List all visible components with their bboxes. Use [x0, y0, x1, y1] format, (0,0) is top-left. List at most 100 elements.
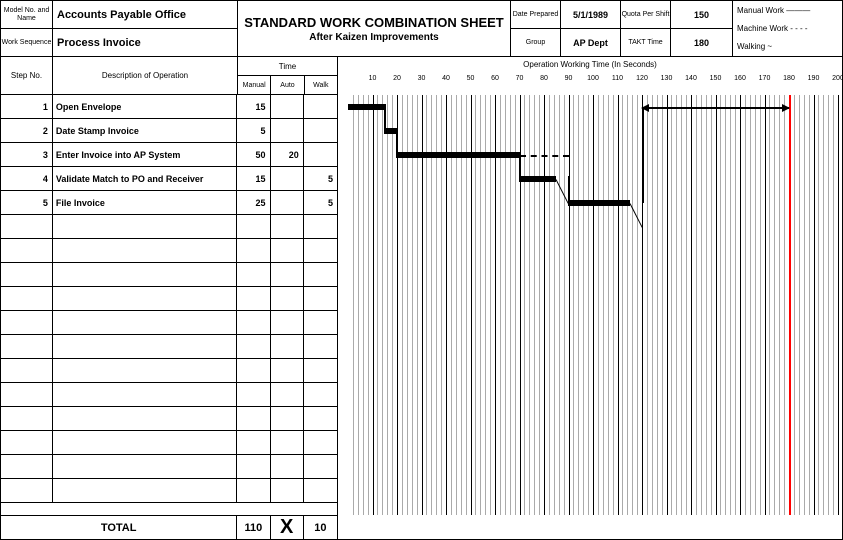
axis-tick: 180 — [783, 75, 795, 82]
quota-label: Quota Per Shift — [621, 1, 671, 28]
cell-walk: 5 — [304, 167, 337, 190]
table-row — [1, 287, 337, 311]
axis-tick: 20 — [393, 75, 401, 82]
sheet-title: STANDARD WORK COMBINATION SHEET — [244, 15, 504, 30]
cell-step: 1 — [1, 95, 53, 118]
axis-tick: 70 — [516, 75, 524, 82]
manual-bar — [348, 104, 385, 110]
cell-walk: 5 — [304, 191, 337, 214]
totals-row: TOTAL 110 X 10 — [1, 515, 337, 539]
header: Model No. and Name Accounts Payable Offi… — [1, 1, 842, 57]
total-walk: 10 — [304, 516, 337, 539]
cell-manual: 5 — [237, 119, 270, 142]
auto-bar — [520, 155, 569, 157]
axis-tick: 80 — [540, 75, 548, 82]
sheet-subtitle: After Kaizen Improvements — [309, 32, 438, 43]
cell-auto — [271, 95, 304, 118]
col-auto: Auto — [271, 76, 304, 94]
axis-tick: 40 — [442, 75, 450, 82]
cell-desc: Enter Invoice into AP System — [53, 143, 237, 166]
rows-container: 1Open Envelope152Date Stamp Invoice53Ent… — [1, 95, 337, 515]
date-label: Date Prepared — [511, 1, 561, 28]
col-time: Time Manual Auto Walk — [238, 57, 337, 94]
axis-tick: 60 — [491, 75, 499, 82]
axis-tick: 130 — [661, 75, 673, 82]
quota-value: 150 — [671, 1, 732, 28]
table-row: 1Open Envelope15 — [1, 95, 337, 119]
cell-desc: Date Stamp Invoice — [53, 119, 237, 142]
manual-bar — [520, 176, 557, 182]
work-seq-value: Process Invoice — [53, 29, 237, 56]
axis-tick: 120 — [636, 75, 648, 82]
model-label: Model No. and Name — [1, 1, 53, 28]
cell-desc: File Invoice — [53, 191, 237, 214]
total-auto: X — [271, 516, 304, 539]
cell-manual: 25 — [237, 191, 270, 214]
axis-tick: 160 — [734, 75, 746, 82]
manual-bar — [569, 200, 630, 206]
table-row — [1, 239, 337, 263]
legend: Manual Work ——— Machine Work - - - - Wal… — [732, 1, 842, 56]
cell-walk — [304, 95, 337, 118]
cell-desc: Validate Match to PO and Receiver — [53, 167, 237, 190]
axis-tick: 100 — [587, 75, 599, 82]
gantt-chart: Operation Working Time (In Seconds) 10 20… — [338, 57, 842, 539]
cell-manual: 15 — [237, 167, 270, 190]
arrow-right-icon — [782, 104, 790, 112]
table-row — [1, 431, 337, 455]
standard-work-sheet: Model No. and Name Accounts Payable Offi… — [0, 0, 843, 540]
axis-tick: 30 — [418, 75, 426, 82]
axis-tick: 140 — [685, 75, 697, 82]
connector — [384, 104, 386, 134]
cell-auto — [271, 191, 304, 214]
table-row: 5File Invoice255 — [1, 191, 337, 215]
cell-walk — [304, 143, 337, 166]
table-row: 2Date Stamp Invoice5 — [1, 119, 337, 143]
group-value: AP Dept — [561, 29, 621, 56]
return-line — [642, 107, 789, 109]
col-manual: Manual — [238, 76, 271, 94]
table-row — [1, 383, 337, 407]
legend-walking: Walking ~ — [737, 42, 842, 51]
group-label: Group — [511, 29, 561, 56]
connector — [396, 128, 398, 158]
legend-machine: Machine Work - - - - — [737, 24, 842, 33]
cell-desc: Open Envelope — [53, 95, 237, 118]
col-step: Step No. — [1, 57, 53, 94]
header-meta: Date Prepared 5/1/1989 Quota Per Shift 1… — [510, 1, 732, 56]
table-row: 3Enter Invoice into AP System5020 — [1, 143, 337, 167]
table-row — [1, 335, 337, 359]
axis-tick: 190 — [808, 75, 820, 82]
cell-manual: 50 — [237, 143, 270, 166]
axis-tick: 110 — [612, 75, 623, 82]
chart-grid — [338, 95, 842, 515]
table-row — [1, 263, 337, 287]
axis-tick: 50 — [467, 75, 475, 82]
takt-value: 180 — [671, 29, 732, 56]
takt-label: TAKT Time — [621, 29, 671, 56]
arrow-left-icon — [641, 104, 649, 112]
cell-step: 2 — [1, 119, 53, 142]
table-row — [1, 215, 337, 239]
work-seq-label: Work Sequence — [1, 29, 53, 56]
time-axis: 10 20 30 40 50 60 70 80 90 100 110 120 130 140 150 160 1… — [338, 71, 842, 95]
total-manual: 110 — [237, 516, 270, 539]
chart-title: Operation Working Time (In Seconds) — [338, 57, 842, 71]
col-walk: Walk — [305, 76, 337, 94]
table-row — [1, 359, 337, 383]
table-row — [1, 455, 337, 479]
body: Step No. Description of Operation Time M… — [1, 57, 842, 539]
col-desc: Description of Operation — [53, 57, 238, 94]
date-value: 5/1/1989 — [561, 1, 621, 28]
axis-tick: 10 — [369, 75, 377, 82]
axis-tick: 150 — [710, 75, 722, 82]
cell-manual: 15 — [237, 95, 270, 118]
col-time-label: Time — [238, 57, 337, 76]
cell-step: 4 — [1, 167, 53, 190]
table-row — [1, 311, 337, 335]
operation-table: Step No. Description of Operation Time M… — [1, 57, 338, 539]
axis-tick: 90 — [565, 75, 573, 82]
cell-auto — [271, 119, 304, 142]
axis-tick: 200 — [832, 75, 843, 82]
cell-step: 5 — [1, 191, 53, 214]
